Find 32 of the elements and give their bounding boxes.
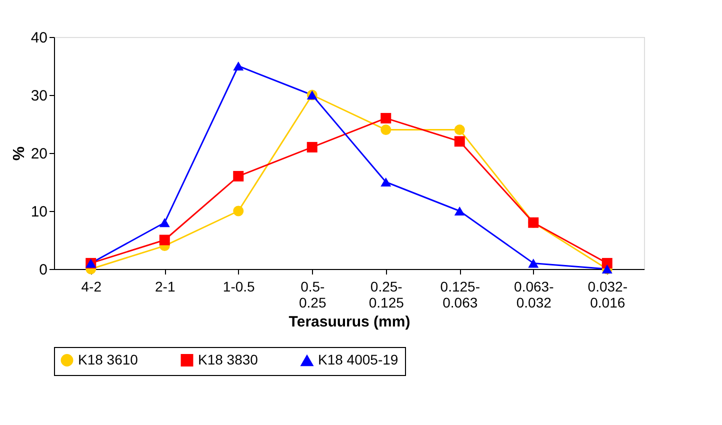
x-tick-label: 0.25- 0.125: [368, 278, 404, 310]
point: [380, 177, 392, 187]
y-tick-label: 20: [30, 146, 48, 162]
x-tick-label: 0.063- 0.032: [514, 278, 554, 310]
y-tick-label: 30: [30, 88, 48, 104]
x-axis-title: Terasuurus (mm): [288, 314, 410, 330]
point: [454, 206, 465, 216]
legend-label: K18 4005-19: [318, 352, 398, 368]
x-tick-label: 0.5- 0.25: [299, 278, 326, 310]
x-tick-label: 4-2: [81, 278, 102, 294]
y-tick-label: 0: [39, 262, 48, 278]
x-tick-label: 2-1: [155, 278, 176, 294]
y-tick-label: 40: [30, 30, 48, 46]
y-tick-label: 10: [30, 204, 48, 220]
x-tick-label: 0.032- 0.016: [588, 278, 628, 310]
point: [233, 61, 244, 71]
point: [159, 218, 170, 228]
legend-label: K18 3830: [198, 351, 258, 368]
y-axis-title: %: [10, 146, 28, 161]
point: [233, 206, 244, 216]
point: [454, 136, 465, 147]
point: [380, 124, 392, 136]
point: [528, 258, 539, 268]
legend-label: K18 3610: [78, 351, 138, 368]
point: [454, 124, 465, 136]
point: [306, 142, 318, 152]
x-tick-label: 1-0.5: [222, 278, 256, 294]
point: [233, 170, 244, 182]
point: [602, 258, 612, 268]
point: [380, 112, 392, 124]
x-tick-label: 0.125- 0.063: [440, 278, 480, 310]
point: [159, 234, 170, 246]
